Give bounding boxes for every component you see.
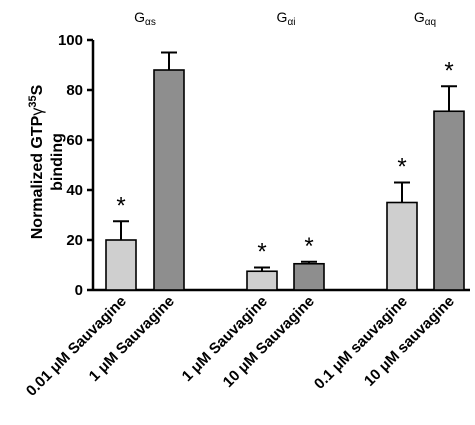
significance-marker: * [257, 239, 266, 266]
category-label: 10 μM Sauvagine [220, 293, 318, 391]
bar [433, 110, 465, 291]
group-titles: Gαs Gαi Gαq [134, 9, 436, 28]
y-axis-label-end: S [29, 84, 46, 95]
group-title-main: G [134, 9, 145, 25]
significance-marker: * [116, 192, 125, 219]
bar [105, 239, 137, 291]
y-tick-label: 40 [66, 182, 83, 199]
group-title-subscript: αq [425, 17, 436, 28]
category-label: 1 μM Sauvagine [179, 293, 271, 385]
group-title-subscript: αs [145, 17, 156, 28]
y-tick-label: 80 [66, 82, 83, 99]
y-axis-label: Normalized GTPγ35S binding [27, 84, 66, 239]
group-title-main: G [277, 9, 288, 25]
y-axis-label-text: Normalized GTP [29, 115, 46, 239]
group-title-main: G [414, 9, 425, 25]
bar [386, 201, 418, 291]
bar [246, 270, 278, 291]
category-label: 1 μM Sauvagine [86, 293, 178, 385]
group-title-subscript: αi [287, 17, 295, 28]
significance-marker: * [304, 233, 313, 260]
group-title: Gαq [414, 9, 436, 28]
category-label: 10 μM sauvagine [361, 293, 458, 390]
bars: * * * * * [105, 51, 465, 291]
bar [153, 69, 185, 291]
significance-marker: * [444, 57, 453, 84]
y-axis-label-line2: binding [49, 133, 66, 191]
significance-marker: * [397, 154, 406, 181]
y-tick-label: 100 [58, 32, 83, 49]
svg-text:Normalized GTPγ35S: Normalized GTPγ35S [27, 84, 46, 239]
y-ticks: 0 20 40 60 80 100 [58, 32, 93, 299]
y-axis-label-superscript: 35 [27, 95, 39, 107]
group-title: Gαi [277, 9, 296, 28]
bar [293, 262, 325, 291]
y-tick-label: 0 [75, 282, 83, 299]
group-title: Gαs [134, 9, 156, 28]
y-tick-label: 60 [66, 132, 83, 149]
y-axis-label-gamma: γ [29, 108, 46, 116]
y-tick-label: 20 [66, 232, 83, 249]
